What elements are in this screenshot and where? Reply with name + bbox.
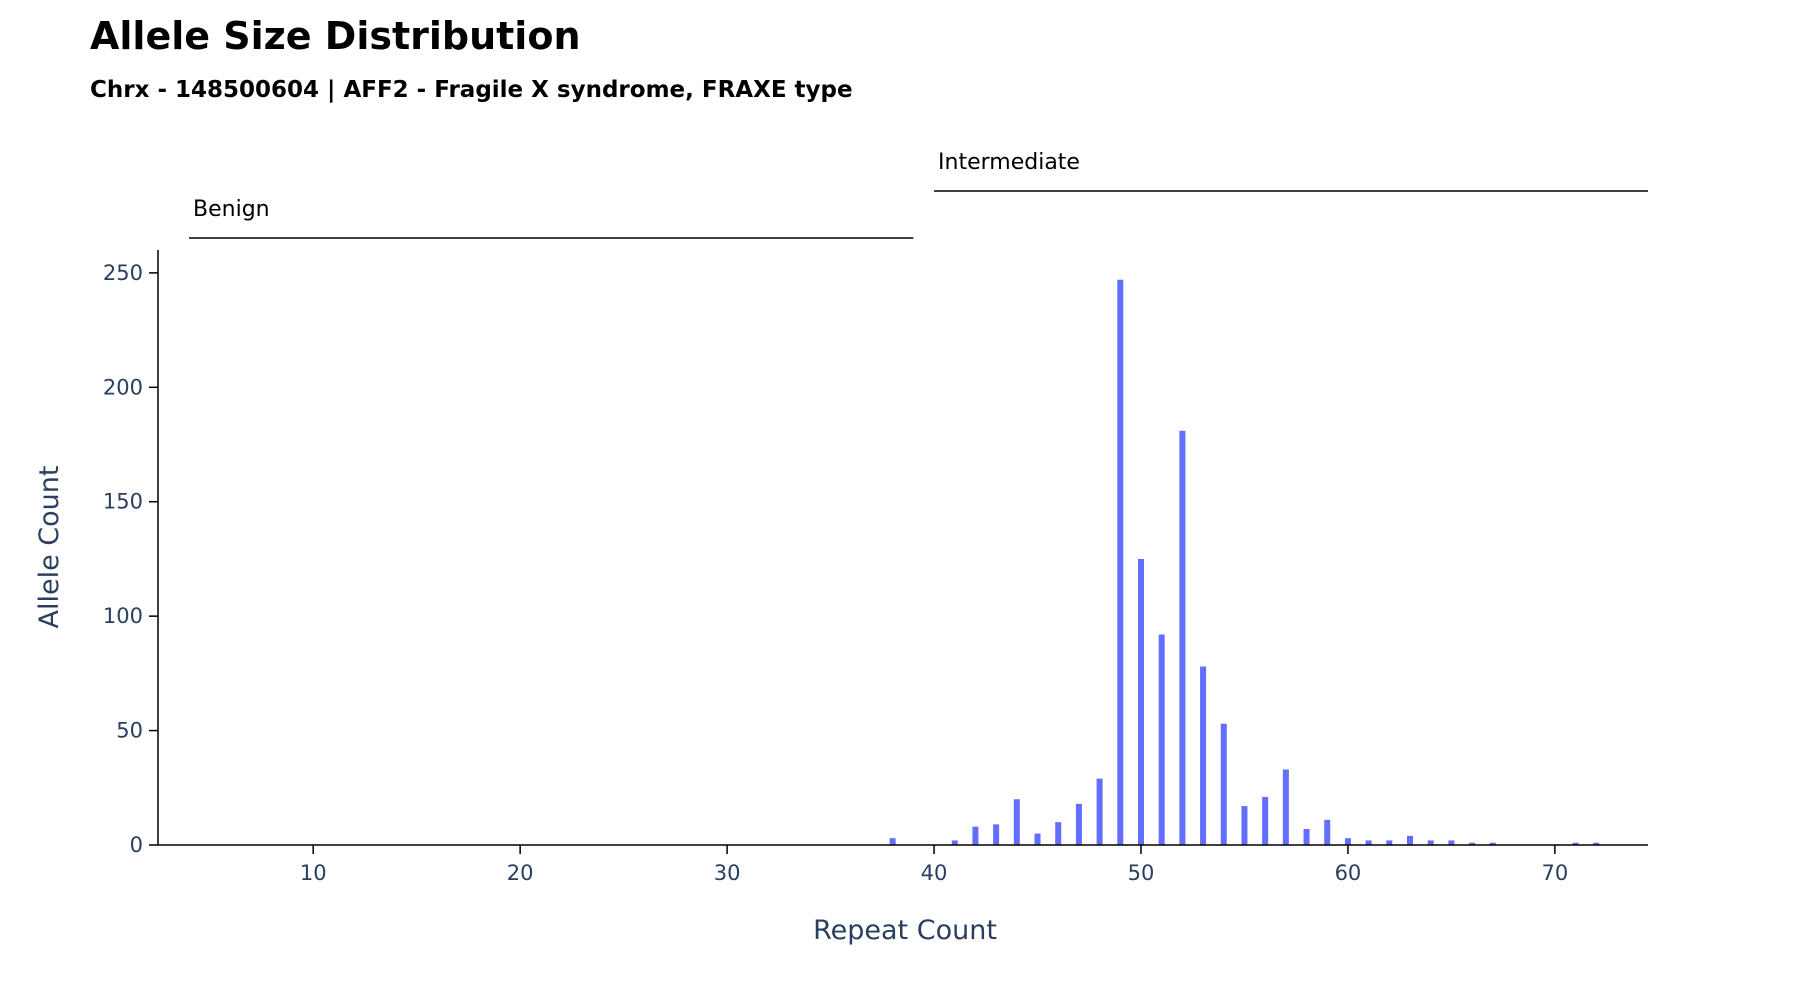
bar-49 <box>1117 279 1124 845</box>
bar-65 <box>1448 840 1455 845</box>
bar-61 <box>1365 840 1372 845</box>
bar-43 <box>993 824 1000 845</box>
bar-62 <box>1386 840 1393 845</box>
bar-44 <box>1013 799 1020 845</box>
bar-60 <box>1344 838 1351 845</box>
x-tick-label-70: 70 <box>1542 861 1569 885</box>
bar-55 <box>1241 806 1248 845</box>
range-annotations: Benign Intermediate <box>189 150 1648 239</box>
y-tick-label-200: 200 <box>103 375 143 399</box>
bar-46 <box>1055 822 1062 845</box>
y-tick-label-0: 0 <box>130 833 143 857</box>
x-tick-label-40: 40 <box>921 861 948 885</box>
x-tick-label-60: 60 <box>1335 861 1362 885</box>
x-tick-label-50: 50 <box>1128 861 1155 885</box>
bar-59 <box>1324 819 1331 845</box>
y-axis-ticks: 0 50 100 150 200 250 <box>103 261 158 857</box>
bar-53 <box>1200 666 1207 845</box>
bar-38 <box>889 838 896 845</box>
y-tick-label-50: 50 <box>116 719 143 743</box>
y-tick-label-150: 150 <box>103 490 143 514</box>
bar-71 <box>1572 842 1579 845</box>
x-tick-label-10: 10 <box>300 861 327 885</box>
x-axis-ticks: 10 20 30 40 50 60 70 <box>300 845 1568 885</box>
chart-title: Allele Size Distribution <box>90 14 581 58</box>
bar-50 <box>1137 558 1144 845</box>
bar-63 <box>1407 835 1414 845</box>
bar-58 <box>1303 828 1310 845</box>
y-axis-title: Allele Count <box>34 466 65 629</box>
bar-41 <box>951 840 958 845</box>
bar-48 <box>1096 778 1103 845</box>
y-tick-label-250: 250 <box>103 261 143 285</box>
bar-54 <box>1220 723 1227 845</box>
bar-57 <box>1282 769 1289 845</box>
x-tick-label-20: 20 <box>507 861 534 885</box>
bar-64 <box>1427 840 1434 845</box>
bar-42 <box>972 826 979 845</box>
bar-51 <box>1158 634 1165 845</box>
chart-subtitle: Chrx - 148500604 | AFF2 - Fragile X synd… <box>90 77 853 103</box>
range-label-intermediate: Intermediate <box>938 150 1080 175</box>
bar-47 <box>1075 803 1082 845</box>
bar-66 <box>1469 842 1476 845</box>
bars <box>889 279 1600 845</box>
range-label-benign: Benign <box>193 197 270 222</box>
bar-67 <box>1489 842 1496 845</box>
bar-56 <box>1262 796 1269 845</box>
x-axis-title: Repeat Count <box>813 915 997 946</box>
bar-45 <box>1034 833 1041 845</box>
y-tick-label-100: 100 <box>103 604 143 628</box>
bar-72 <box>1593 842 1600 845</box>
x-tick-label-30: 30 <box>714 861 741 885</box>
bar-52 <box>1179 430 1186 845</box>
